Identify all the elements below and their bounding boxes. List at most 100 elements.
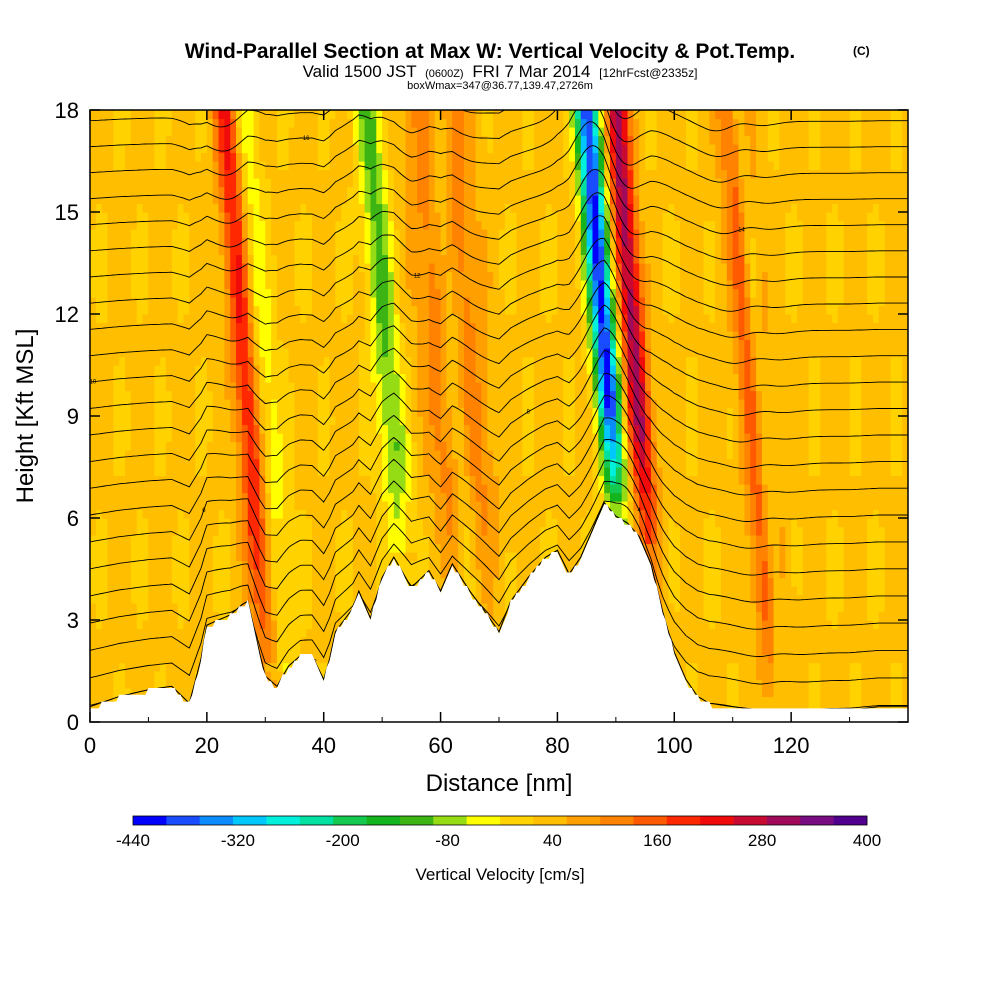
field-cell: [95, 416, 103, 426]
field-cell: [288, 263, 296, 273]
field-cell: [136, 382, 144, 392]
field-cell: [341, 373, 348, 383]
field-cell: [247, 339, 255, 349]
field-cell: [493, 594, 500, 604]
field-cell: [218, 169, 225, 179]
field-cell: [90, 679, 97, 689]
field-cell: [446, 305, 453, 315]
field-cell: [306, 212, 313, 222]
field-cell: [411, 365, 418, 375]
field-cell: [376, 322, 383, 332]
field-cell: [136, 271, 144, 281]
field-cell: [423, 288, 430, 298]
field-cell: [195, 526, 202, 536]
field-cell: [358, 152, 366, 162]
field-cell: [458, 161, 465, 171]
field-cell: [399, 492, 407, 502]
field-cell: [160, 348, 167, 358]
field-cell: [387, 382, 395, 392]
field-cell: [142, 382, 150, 392]
field-cell: [434, 152, 442, 162]
field-cell: [101, 220, 109, 230]
field-cell: [189, 586, 196, 596]
field-cell: [113, 373, 120, 383]
field-cell: [312, 458, 319, 468]
field-cell: [347, 322, 354, 332]
field-cell: [446, 416, 453, 426]
field-cell: [329, 450, 336, 460]
field-cell: [300, 594, 307, 604]
field-cell: [183, 399, 190, 409]
field-cell: [347, 603, 354, 613]
field-cell: [428, 458, 436, 468]
field-cell: [405, 399, 412, 409]
field-cell: [446, 186, 453, 196]
field-cell: [341, 237, 348, 247]
field-cell: [113, 178, 120, 188]
field-cell: [306, 569, 313, 579]
field-cell: [90, 450, 97, 460]
field-cell: [393, 118, 401, 128]
field-cell: [119, 237, 126, 247]
field-cell: [230, 603, 237, 613]
field-cell: [107, 212, 114, 222]
field-cell: [90, 297, 97, 307]
field-cell: [352, 416, 360, 426]
field-cell: [288, 331, 296, 341]
field-cell: [440, 475, 448, 485]
field-cell: [370, 203, 377, 213]
field-cell: [212, 195, 220, 205]
field-cell: [253, 407, 261, 417]
field-cell: [212, 322, 220, 332]
field-cell: [101, 450, 109, 460]
field-cell: [458, 416, 465, 426]
field-cell: [253, 628, 261, 638]
field-cell: [428, 407, 436, 417]
field-cell: [417, 203, 424, 213]
field-cell: [294, 569, 301, 579]
field-cell: [452, 331, 459, 341]
field-cell: [160, 526, 167, 536]
field-cell: [411, 518, 418, 528]
field-cell: [387, 475, 395, 485]
field-cell: [195, 356, 202, 366]
field-cell: [247, 110, 255, 120]
field-cell: [136, 331, 144, 341]
field-cell: [125, 441, 132, 451]
field-cell: [417, 424, 424, 434]
field-cell: [259, 229, 266, 239]
field-cell: [241, 144, 249, 154]
field-cell: [358, 441, 366, 451]
field-cell: [341, 339, 348, 349]
field-cell: [95, 492, 103, 502]
field-cell: [271, 152, 278, 162]
field-cell: [265, 339, 272, 349]
field-cell: [312, 450, 319, 460]
field-cell: [125, 577, 132, 587]
field-cell: [335, 254, 342, 264]
field-cell: [165, 152, 173, 162]
field-cell: [423, 322, 430, 332]
field-cell: [183, 297, 190, 307]
field-cell: [241, 594, 249, 604]
field-cell: [452, 535, 459, 545]
field-cell: [469, 475, 477, 485]
field-cell: [282, 560, 290, 570]
field-cell: [411, 203, 418, 213]
field-cell: [463, 382, 471, 392]
field-cell: [130, 331, 138, 341]
field-cell: [423, 356, 430, 366]
field-cell: [125, 586, 132, 596]
field-cell: [446, 407, 453, 417]
field-cell: [154, 203, 161, 213]
field-cell: [440, 212, 448, 222]
field-cell: [446, 441, 453, 451]
field-cell: [271, 280, 278, 290]
field-cell: [306, 161, 313, 171]
field-cell: [236, 441, 243, 451]
field-cell: [230, 203, 237, 213]
field-cell: [130, 161, 138, 171]
field-cell: [241, 467, 249, 477]
field-cell: [405, 135, 412, 145]
field-cell: [160, 679, 167, 689]
